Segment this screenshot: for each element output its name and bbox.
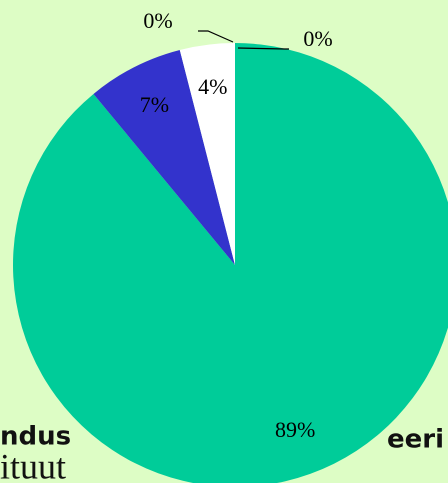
slice-label: 0% [303,26,332,51]
pie-slice [179,43,235,265]
background-text: ndus [0,422,71,452]
pie-slice [93,49,235,266]
leader-line [198,30,234,43]
slice-label: 7% [140,92,169,117]
slice-label: 0% [143,8,172,33]
slice-label: 4% [198,74,227,99]
background-text: eeri [387,425,444,455]
slice-label: 89% [275,417,315,442]
leader-line [237,47,289,50]
pie-slice [13,43,448,483]
background-text: ituut [0,446,66,483]
